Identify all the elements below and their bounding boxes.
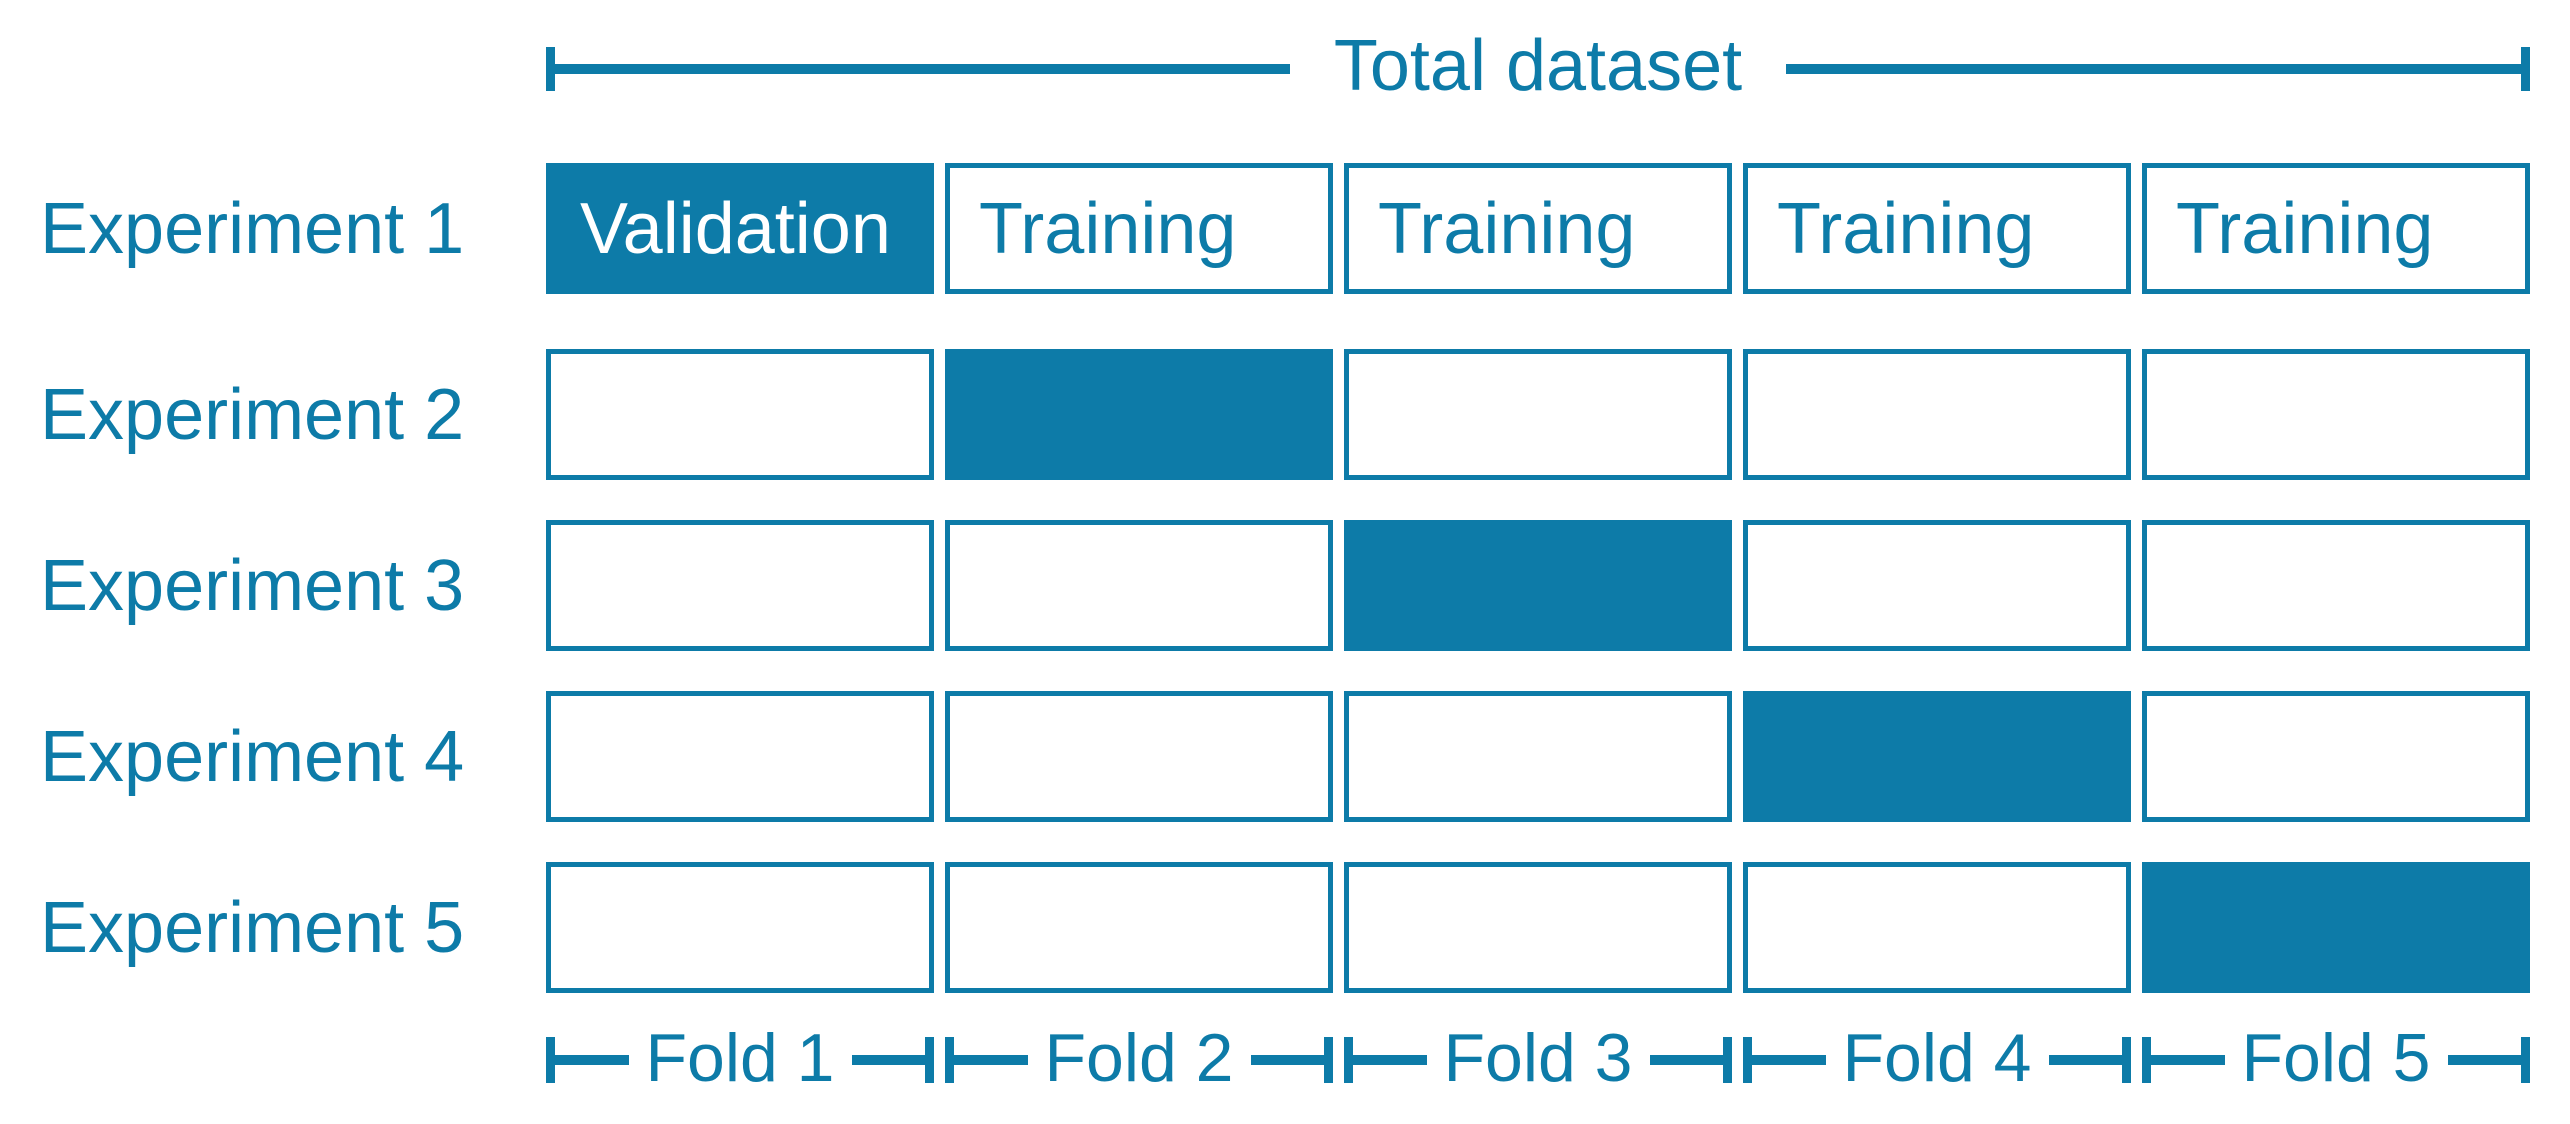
fold-bracket: Fold 5 — [2142, 1024, 2530, 1092]
bracket-left-line — [555, 63, 1290, 74]
bracket-right-line — [1786, 63, 2521, 74]
fold-left-line — [2151, 1055, 2225, 1065]
fold-right-tick — [925, 1037, 934, 1083]
fold-bracket: Fold 1 — [546, 1024, 934, 1092]
training-cell — [546, 862, 934, 993]
total-dataset-bracket: Total dataset — [546, 30, 2530, 102]
fold-left-tick — [1344, 1037, 1353, 1083]
fold-bracket: Fold 2 — [945, 1024, 1333, 1092]
training-cell — [546, 520, 934, 651]
fold-right-line — [1649, 1055, 1723, 1065]
fold-label: Fold 4 — [1842, 1020, 2032, 1096]
training-cell — [1344, 349, 1732, 480]
fold-right-tick — [2521, 1037, 2530, 1083]
fold-right-tick — [1723, 1037, 1732, 1083]
experiment-label: Experiment 3 — [40, 545, 465, 626]
experiment-label: Experiment 1 — [40, 188, 465, 269]
experiment-label: Experiment 5 — [40, 887, 465, 968]
training-cell: Training — [2142, 163, 2530, 294]
fold-right-line — [2048, 1055, 2122, 1065]
validation-cell — [1344, 520, 1732, 651]
fold-right-line — [2447, 1055, 2521, 1065]
experiment-row — [546, 520, 2530, 651]
training-cell: Training — [1344, 163, 1732, 294]
training-cell — [2142, 349, 2530, 480]
experiment-label: Experiment 2 — [40, 374, 465, 455]
fold-label: Fold 3 — [1443, 1020, 1633, 1096]
fold-right-tick — [1324, 1037, 1333, 1083]
total-dataset-label: Total dataset — [1333, 25, 1743, 106]
bracket-right-cap — [2521, 46, 2530, 91]
training-cell — [1344, 691, 1732, 822]
training-cell — [1743, 520, 2131, 651]
training-cell: Training — [945, 163, 1333, 294]
validation-cell — [1743, 691, 2131, 822]
fold-right-line — [1250, 1055, 1324, 1065]
training-cell — [1743, 349, 2131, 480]
fold-left-tick — [546, 1037, 555, 1083]
training-cell — [945, 520, 1333, 651]
training-cell — [2142, 691, 2530, 822]
training-cell: Training — [1743, 163, 2131, 294]
training-cell — [1344, 862, 1732, 993]
validation-cell: Validation — [546, 163, 934, 294]
training-cell — [546, 349, 934, 480]
training-cell — [1743, 862, 2131, 993]
fold-label: Fold 2 — [1044, 1020, 1234, 1096]
fold-bracket: Fold 3 — [1344, 1024, 1732, 1092]
fold-bracket: Fold 4 — [1743, 1024, 2131, 1092]
fold-label: Fold 1 — [645, 1020, 835, 1096]
training-cell — [2142, 520, 2530, 651]
fold-right-line — [851, 1055, 925, 1065]
training-cell — [546, 691, 934, 822]
fold-left-tick — [945, 1037, 954, 1083]
experiment-row — [546, 691, 2530, 822]
fold-label: Fold 5 — [2241, 1020, 2431, 1096]
experiment-row — [546, 349, 2530, 480]
training-cell — [945, 691, 1333, 822]
bracket-left-cap — [546, 46, 555, 91]
training-cell — [945, 862, 1333, 993]
validation-cell — [2142, 862, 2530, 993]
fold-left-tick — [2142, 1037, 2151, 1083]
experiment-row: Validation Training Training Training Traini… — [546, 163, 2530, 294]
fold-left-line — [1353, 1055, 1427, 1065]
fold-left-tick — [1743, 1037, 1752, 1083]
fold-axis: Fold 1 Fold 2 Fold 3 Fold 4 Fold 5 — [546, 1024, 2530, 1092]
fold-left-line — [954, 1055, 1028, 1065]
fold-left-line — [1752, 1055, 1826, 1065]
fold-right-tick — [2122, 1037, 2131, 1083]
experiment-label: Experiment 4 — [40, 716, 465, 797]
validation-cell — [945, 349, 1333, 480]
fold-left-line — [555, 1055, 629, 1065]
experiment-row — [546, 862, 2530, 993]
